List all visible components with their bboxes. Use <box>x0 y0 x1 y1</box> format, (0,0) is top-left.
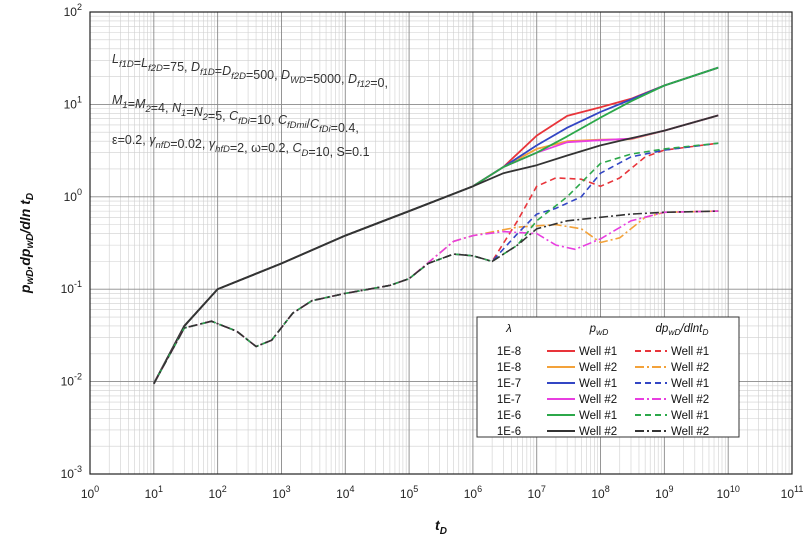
annotation-line: Lf1D=Lf2D=75, Df1D=Df2D=500, DWD=5000, D… <box>112 52 388 90</box>
y-tick-label: 10-2 <box>61 372 82 389</box>
annotation-line: M1=M2=4, N1=N2=5, CfDi=10, CfDmi/CfDi=0.… <box>112 93 359 135</box>
legend-box <box>476 316 740 438</box>
y-tick-labels: 10-3 10-2 10-1 100 101 102 <box>61 2 82 481</box>
legend-header-p: pwD <box>589 323 609 337</box>
legend-header-dp: dpwD/dlntD <box>656 323 709 337</box>
legend-well-dp: Well #1 <box>671 410 709 422</box>
y-tick-label: 100 <box>64 187 82 204</box>
series-p-1e-6-well2 <box>153 114 719 385</box>
legend-well-p: Well #2 <box>579 362 617 374</box>
legend: λ pwD dpwD/dlntD 1E-8 Well #1 Well #1 1E-8 Well… <box>476 316 740 438</box>
legend-well-dp: Well #1 <box>671 346 709 358</box>
legend-well-p: Well #1 <box>579 378 617 390</box>
series-dp-1e-6-well2 <box>153 210 719 385</box>
parameter-annotations: Lf1D=Lf2D=75, Df1D=Df2D=500, DWD=5000, D… <box>112 52 388 159</box>
y-tick-label: 101 <box>64 94 82 111</box>
x-axis-title: tD <box>435 517 447 536</box>
x-tick-label: 104 <box>336 484 354 501</box>
series-group <box>153 66 719 385</box>
plot-frame <box>89 11 793 475</box>
y-tick-label: 10-3 <box>61 464 82 481</box>
legend-well-p: Well #2 <box>579 394 617 406</box>
legend-well-p: Well #1 <box>579 410 617 422</box>
x-tick-label: 107 <box>528 484 546 501</box>
legend-header-lambda: λ <box>505 323 512 335</box>
annotation-line: ε=0.2, γnfD=0.02, γhfD=2, ω=0.2, CD=10, … <box>112 133 370 159</box>
legend-lambda: 1E-7 <box>497 394 521 406</box>
x-tick-label: 101 <box>145 484 163 501</box>
legend-lambda: 1E-7 <box>497 378 521 390</box>
legend-well-dp: Well #2 <box>671 362 709 374</box>
legend-lambda: 1E-6 <box>497 426 521 438</box>
x-tick-label: 105 <box>400 484 418 501</box>
y-tick-label: 10-1 <box>61 279 82 296</box>
x-tick-labels: 100 101 102 103 104 105 106 107 108 109 1010 1011 <box>81 484 804 501</box>
legend-well-dp: Well #1 <box>671 378 709 390</box>
legend-well-dp: Well #2 <box>671 426 709 438</box>
legend-well-dp: Well #2 <box>671 394 709 406</box>
legend-lambda: 1E-6 <box>497 410 521 422</box>
legend-well-p: Well #1 <box>579 346 617 358</box>
x-tick-label: 102 <box>208 484 226 501</box>
legend-lambda: 1E-8 <box>497 346 521 358</box>
x-tick-label: 1011 <box>781 484 804 501</box>
x-tick-label: 1010 <box>716 484 739 501</box>
x-tick-label: 109 <box>655 484 673 501</box>
x-tick-label: 100 <box>81 484 99 501</box>
x-tick-label: 108 <box>591 484 609 501</box>
axis-titles: tD pwD,dpwD/dln tD <box>17 193 447 536</box>
legend-lambda: 1E-8 <box>497 362 521 374</box>
x-tick-label: 106 <box>464 484 482 501</box>
x-tick-label: 103 <box>272 484 290 501</box>
y-axis-title: pwD,dpwD/dln tD <box>17 193 36 294</box>
legend-well-p: Well #2 <box>579 426 617 438</box>
y-tick-label: 102 <box>64 2 82 19</box>
